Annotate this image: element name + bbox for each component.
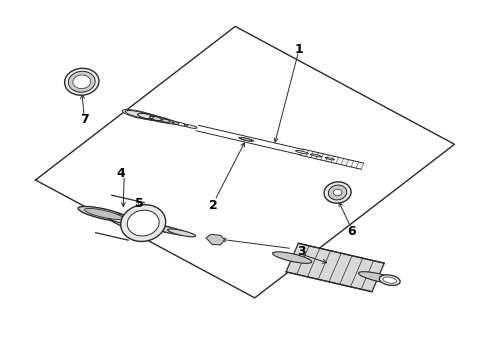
- Ellipse shape: [325, 157, 335, 160]
- Ellipse shape: [240, 138, 252, 141]
- Ellipse shape: [65, 68, 99, 95]
- Text: 7: 7: [80, 113, 89, 126]
- Ellipse shape: [105, 214, 156, 228]
- Ellipse shape: [69, 71, 95, 92]
- Ellipse shape: [239, 137, 254, 141]
- Ellipse shape: [78, 206, 129, 221]
- Ellipse shape: [122, 218, 167, 231]
- Ellipse shape: [147, 116, 173, 123]
- Text: 3: 3: [297, 245, 305, 258]
- Ellipse shape: [383, 277, 396, 283]
- Text: 1: 1: [294, 43, 303, 56]
- Ellipse shape: [138, 222, 177, 233]
- Polygon shape: [286, 243, 384, 292]
- Ellipse shape: [328, 185, 347, 200]
- Polygon shape: [206, 234, 224, 245]
- Ellipse shape: [125, 111, 153, 119]
- Ellipse shape: [84, 208, 123, 220]
- Ellipse shape: [122, 109, 156, 120]
- Text: 6: 6: [347, 225, 356, 238]
- Ellipse shape: [333, 189, 342, 196]
- Text: 4: 4: [117, 167, 125, 180]
- Ellipse shape: [73, 75, 91, 89]
- Ellipse shape: [310, 154, 321, 157]
- Text: 2: 2: [209, 198, 218, 212]
- Ellipse shape: [153, 225, 187, 235]
- Ellipse shape: [379, 275, 400, 285]
- Ellipse shape: [121, 205, 166, 242]
- Ellipse shape: [272, 252, 312, 264]
- Ellipse shape: [135, 113, 164, 121]
- Ellipse shape: [168, 229, 196, 237]
- Ellipse shape: [295, 150, 309, 154]
- Ellipse shape: [359, 272, 398, 283]
- Ellipse shape: [127, 210, 159, 236]
- Text: 5: 5: [135, 197, 144, 210]
- Ellipse shape: [324, 182, 351, 203]
